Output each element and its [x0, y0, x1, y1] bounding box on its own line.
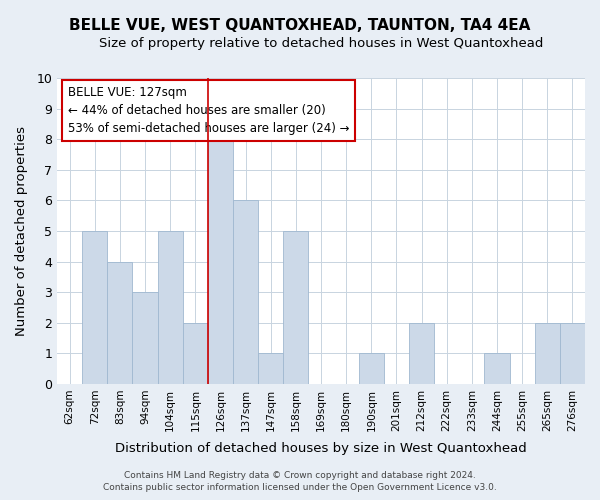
Bar — [258, 354, 283, 384]
Text: Contains HM Land Registry data © Crown copyright and database right 2024.
Contai: Contains HM Land Registry data © Crown c… — [103, 471, 497, 492]
Bar — [484, 354, 509, 384]
Text: BELLE VUE: 127sqm
← 44% of detached houses are smaller (20)
53% of semi-detached: BELLE VUE: 127sqm ← 44% of detached hous… — [68, 86, 349, 134]
Bar — [233, 200, 258, 384]
Bar — [535, 322, 560, 384]
X-axis label: Distribution of detached houses by size in West Quantoxhead: Distribution of detached houses by size … — [115, 442, 527, 455]
Text: BELLE VUE, WEST QUANTOXHEAD, TAUNTON, TA4 4EA: BELLE VUE, WEST QUANTOXHEAD, TAUNTON, TA… — [70, 18, 530, 32]
Bar — [208, 139, 233, 384]
Bar — [158, 231, 183, 384]
Bar — [82, 231, 107, 384]
Bar — [359, 354, 384, 384]
Bar — [183, 322, 208, 384]
Bar — [133, 292, 158, 384]
Bar — [560, 322, 585, 384]
Y-axis label: Number of detached properties: Number of detached properties — [15, 126, 28, 336]
Title: Size of property relative to detached houses in West Quantoxhead: Size of property relative to detached ho… — [99, 38, 543, 51]
Bar — [283, 231, 308, 384]
Bar — [409, 322, 434, 384]
Bar — [107, 262, 133, 384]
